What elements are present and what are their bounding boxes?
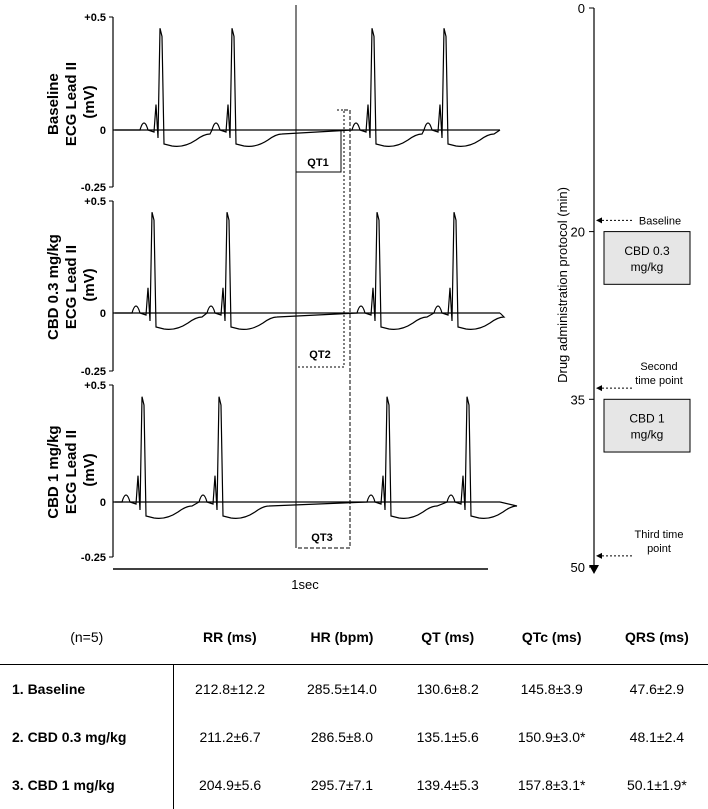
ecg-panel-cbd-0.3: +0.5 0 -0.25 CBD 0.3 mg/kg ECG Lead II (…	[45, 109, 506, 378]
qt-label: QT3	[311, 532, 332, 544]
panel-ylabel: CBD 0.3 mg/kg ECG Lead II (mV)	[45, 230, 98, 340]
protocol-marker-label: point	[647, 543, 671, 555]
cell: 145.8±3.9	[520, 681, 583, 697]
protocol-tick-label: 20	[571, 225, 585, 240]
cell: 286.5±8.0	[310, 729, 374, 745]
protocol-dose-label: mg/kg	[631, 428, 664, 442]
tick-label-min: -0.25	[81, 366, 106, 378]
protocol-marker-arrowhead	[596, 385, 602, 392]
tick-label-max: +0.5	[84, 196, 106, 208]
protocol-dose-box	[603, 398, 691, 453]
tick-label-zero: 0	[100, 308, 106, 320]
cell: 135.1±5.6	[416, 729, 479, 745]
cell: 157.8±3.1*	[517, 777, 586, 793]
tick-label-max: +0.5	[84, 12, 106, 24]
cell: 295.7±7.1	[310, 777, 374, 793]
row-label: 3. CBD 1 mg/kg	[0, 761, 174, 809]
cell: 212.8±12.2	[195, 681, 266, 697]
cell: 285.5±14.0	[306, 681, 377, 697]
qt2-bracket	[295, 109, 345, 368]
header-qt: QT (ms)	[421, 629, 475, 645]
tick-label-max: +0.5	[84, 380, 106, 392]
cell: 48.1±2.4	[629, 729, 685, 745]
panel-ylabel: Baseline ECG Lead II (mV)	[45, 58, 98, 146]
tick-label-zero: 0	[100, 125, 106, 137]
tick-label-min: -0.25	[81, 552, 106, 564]
cell: 204.9±5.6	[198, 777, 262, 793]
tick-label-zero: 0	[100, 497, 106, 509]
ecg-panel-baseline: +0.5 0 -0.25 Baseline ECG Lead II (mV) Q…	[45, 12, 501, 194]
tick-label-min: -0.25	[81, 182, 106, 194]
protocol-marker-label: time point	[635, 375, 683, 387]
protocol-marker-arrowhead	[596, 552, 602, 559]
cell: 50.1±1.9*	[626, 777, 687, 793]
table-header-row: (n=5) RR (ms) HR (bpm) QT (ms) QTc (ms) …	[0, 610, 708, 665]
cell: 47.6±2.9	[629, 681, 685, 697]
header-n: (n=5)	[70, 629, 104, 645]
time-scale-label: 1sec	[291, 577, 319, 592]
row-label: 1. Baseline	[0, 664, 174, 713]
protocol-dose-box	[603, 231, 691, 285]
protocol-axis-arrow	[589, 565, 599, 574]
ecg-trace	[115, 28, 501, 147]
header-qrs: QRS (ms)	[624, 629, 689, 645]
protocol-marker-arrowhead	[596, 217, 602, 224]
ecg-parameters-table: (n=5) RR (ms) HR (bpm) QT (ms) QTc (ms) …	[0, 610, 708, 809]
table-row: 3. CBD 1 mg/kg 204.9±5.6 295.7±7.1 139.4…	[0, 761, 708, 809]
protocol-marker-label: Baseline	[639, 215, 681, 227]
qt-label: QT1	[307, 157, 328, 169]
protocol-timeline: Drug administration protocol (min) 0 20 35…	[555, 1, 691, 575]
protocol-tick-label: 0	[578, 1, 585, 16]
protocol-ylabel: Drug administration protocol (min)	[555, 187, 570, 383]
cell: 150.9±3.0*	[517, 729, 586, 745]
protocol-marker-label: Third time	[635, 529, 684, 541]
table-row: 1. Baseline 212.8±12.2 285.5±14.0 130.6±…	[0, 664, 708, 713]
protocol-dose-label: mg/kg	[631, 260, 664, 274]
ecg-trace	[115, 212, 506, 330]
header-hr: HR (bpm)	[310, 629, 374, 645]
table-row: 2. CBD 0.3 mg/kg 211.2±6.7 286.5±8.0 135…	[0, 713, 708, 761]
cell: 130.6±8.2	[416, 681, 479, 697]
protocol-dose-label: CBD 0.3	[624, 244, 670, 258]
row-label: 2. CBD 0.3 mg/kg	[0, 713, 174, 761]
ecg-figure: +0.5 0 -0.25 Baseline ECG Lead II (mV) Q…	[45, 1, 691, 592]
header-qtc: QTc (ms)	[521, 629, 582, 645]
results-table: (n=5) RR (ms) HR (bpm) QT (ms) QTc (ms) …	[0, 610, 708, 809]
ecg-panel-cbd-1: +0.5 0 -0.25 CBD 1 mg/kg ECG Lead II (mV…	[45, 109, 518, 564]
header-rr: RR (ms)	[202, 629, 257, 645]
protocol-marker-label: Second	[640, 361, 677, 373]
protocol-dose-label: CBD 1	[629, 412, 665, 426]
panel-ylabel: CBD 1 mg/kg ECG Lead II (mV)	[45, 421, 98, 519]
protocol-tick-label: 35	[571, 392, 585, 407]
qt3-bracket	[295, 109, 351, 549]
ecg-trace	[115, 396, 518, 519]
protocol-tick-label: 50	[571, 560, 585, 575]
qt-label: QT2	[309, 349, 330, 361]
cell: 211.2±6.7	[199, 729, 261, 745]
cell: 139.4±5.3	[416, 777, 479, 793]
